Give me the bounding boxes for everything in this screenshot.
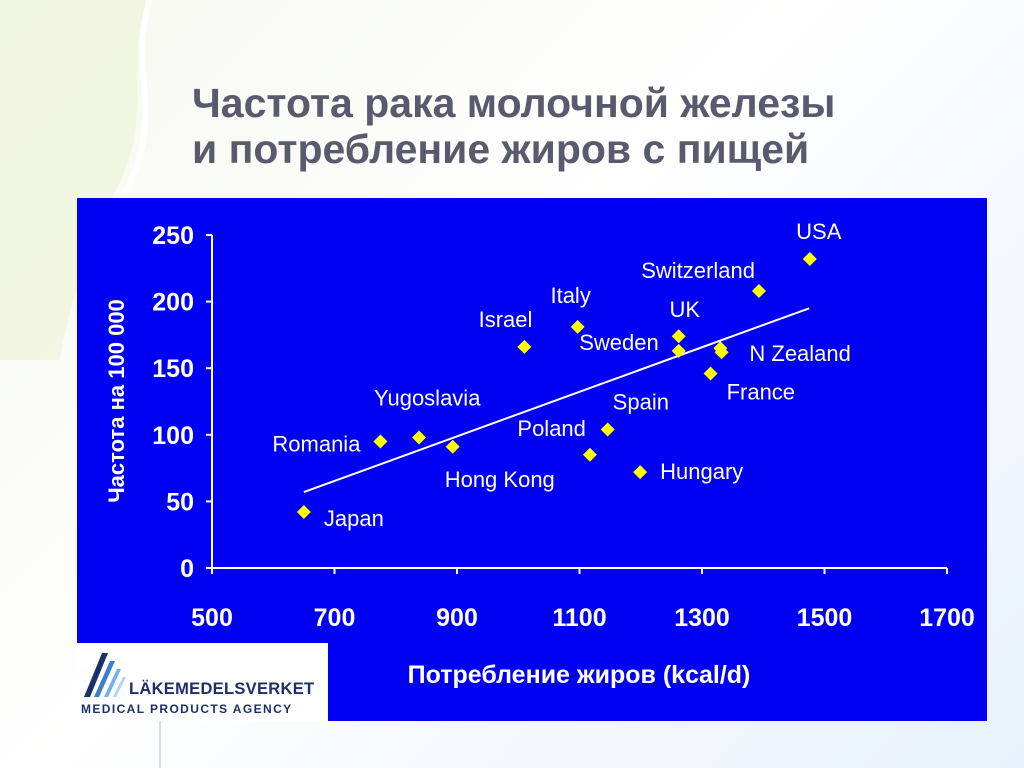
data-point (802, 251, 817, 266)
data-point (412, 430, 427, 445)
logo-mark-icon (84, 653, 126, 697)
point-label: UK (669, 297, 700, 322)
agency-logo: LÄKEMEDELSVERKET MEDICAL PRODUCTS AGENCY (77, 643, 328, 721)
y-tick-label: 100 (152, 422, 194, 450)
x-axis-label: Потребление жиров (kcal/d) (408, 661, 751, 689)
data-point (751, 283, 766, 298)
y-tick-label: 50 (166, 488, 194, 516)
data-point (703, 366, 718, 381)
point-label: France (727, 380, 795, 405)
slide-title-line-2: и потребление жиров с пищей (192, 126, 810, 172)
x-tick-label: 900 (436, 604, 478, 632)
point-label: Hungary (660, 459, 743, 484)
point-label: USA (796, 219, 842, 244)
point-label: Italy (550, 283, 590, 308)
data-point (671, 329, 686, 344)
data-point (633, 465, 648, 480)
point-label: Yugoslavia (374, 385, 481, 410)
point-label: Romania (272, 431, 361, 456)
point-label: Poland (517, 416, 586, 441)
logo-name: LÄKEMEDELSVERKET (129, 680, 315, 698)
point-label: Japan (324, 506, 384, 531)
point-label: Hong Kong (445, 467, 555, 492)
axes: 0 50 100 150 200 250 500 700 900 1100 1300 1500 1700 (152, 222, 975, 632)
logo-subtitle: MEDICAL PRODUCTS AGENCY (81, 702, 293, 716)
slide-title: Частота рака молочной железы и потреблен… (192, 80, 992, 172)
trendline (303, 307, 810, 494)
point-label: N Zealand (749, 341, 851, 366)
point-label: Spain (613, 389, 669, 414)
y-tick-label: 200 (152, 289, 194, 317)
point-label: Switzerland (641, 258, 755, 283)
x-tick-label: 1300 (674, 604, 730, 632)
y-tick-label: 0 (180, 555, 194, 583)
x-tick-label: 500 (191, 604, 233, 632)
point-label: Sweden (579, 330, 659, 355)
point-labels: Japan Romania Yugoslavia Hong Kong Israel Ita… (272, 219, 851, 531)
data-point (582, 447, 597, 462)
data-point (714, 345, 729, 360)
x-tick-label: 1700 (919, 604, 975, 632)
data-point (296, 505, 311, 520)
data-point (445, 439, 460, 454)
data-point (517, 339, 532, 354)
data-points (296, 251, 817, 520)
data-point (373, 434, 388, 449)
y-axis-label: Частота на 100 000 (104, 299, 129, 503)
slide-title-line-1: Частота рака молочной железы (192, 80, 836, 126)
chart-panel: 0 50 100 150 200 250 500 700 900 1100 1300 1500 1700… (77, 198, 987, 721)
x-tick-label: 1100 (552, 604, 606, 632)
scatter-chart: 0 50 100 150 200 250 500 700 900 1100 1300 1500 1700… (104, 219, 975, 689)
trendline-group (303, 307, 810, 494)
y-tick-label: 150 (152, 355, 194, 383)
data-point (671, 343, 686, 358)
data-point (600, 422, 615, 437)
y-tick-label: 250 (152, 222, 194, 250)
point-label: Israel (479, 307, 533, 332)
x-tick-label: 1500 (797, 604, 853, 632)
x-tick-label: 700 (314, 604, 356, 632)
data-point (570, 319, 585, 334)
